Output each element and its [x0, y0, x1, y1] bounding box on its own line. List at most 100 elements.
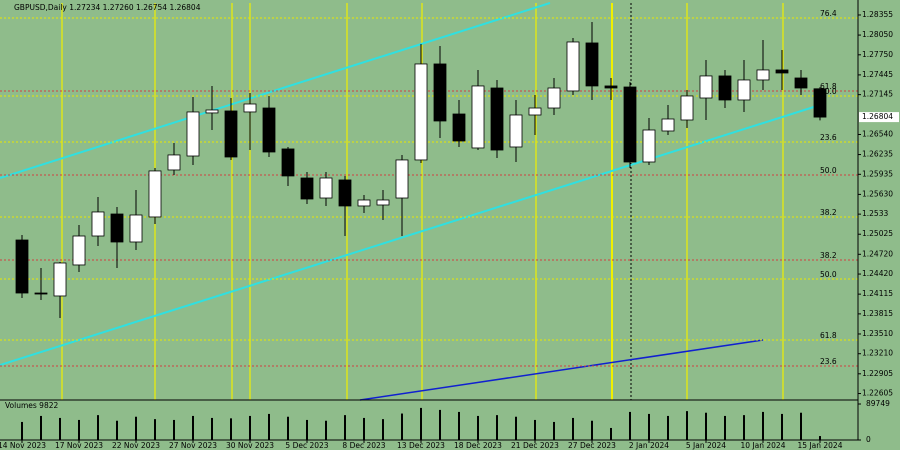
x-tick-label: 5 Jan 2024 [686, 441, 726, 450]
candle-body [110, 213, 124, 243]
candle-body [148, 170, 162, 218]
candle-body [813, 88, 827, 118]
x-tick-label: 13 Dec 2023 [397, 441, 445, 450]
chart-title: GBPUSD,Daily 1.27234 1.27260 1.26754 1.2… [14, 3, 201, 12]
candle-body [452, 113, 466, 142]
y-tick-label: 1.25630 [862, 189, 893, 198]
candle-body [775, 69, 789, 74]
x-tick-label: 27 Dec 2023 [568, 441, 616, 450]
candle-body [547, 87, 561, 109]
fib-label: 23.6 [820, 357, 837, 366]
y-tick-label: 1.23815 [862, 309, 893, 318]
fib-label: 76.4 [820, 9, 837, 18]
candle-body [338, 179, 352, 207]
x-tick-label: 5 Dec 2023 [285, 441, 328, 450]
candle-body [224, 110, 238, 158]
candle-body [72, 235, 86, 266]
candle-body [395, 159, 409, 199]
candle-body [699, 75, 713, 99]
candle-body [566, 41, 580, 92]
candle-body [528, 107, 542, 116]
y-tick-label: 1.26235 [862, 150, 893, 159]
x-tick-label: 30 Nov 2023 [226, 441, 274, 450]
y-tick-label: 1.25025 [862, 229, 893, 238]
candle-body [281, 148, 295, 177]
fib-label: 38.2 [820, 251, 837, 260]
y-tick-label: 1.22605 [862, 389, 893, 398]
y-tick-label: 1.22905 [862, 369, 893, 378]
x-tick-label: 21 Dec 2023 [511, 441, 559, 450]
y-tick-label: 1.2533 [862, 209, 888, 218]
y-tick-label: 1.28355 [862, 10, 893, 19]
last-price-box [859, 112, 899, 123]
candle-body [604, 85, 618, 89]
candle-body [794, 77, 808, 89]
candle-body [167, 154, 181, 171]
last-price-label: 1.26804 [862, 112, 893, 121]
candle-body [585, 42, 599, 87]
candle-body [718, 75, 732, 101]
fib-label: 61.8 [820, 82, 837, 91]
y-tick-label: 1.23510 [862, 329, 893, 338]
x-tick-label: 8 Dec 2023 [342, 441, 385, 450]
candle-body [433, 63, 447, 122]
candle-body [376, 199, 390, 206]
candle-body [91, 211, 105, 237]
x-tick-label: 14 Nov 2023 [0, 441, 46, 450]
x-tick-label: 10 Jan 2024 [741, 441, 786, 450]
candle-body [300, 177, 314, 200]
y-tick-label: 1.24420 [862, 269, 893, 278]
y-tick-label: 1.25935 [862, 169, 893, 178]
candle-body [680, 95, 694, 121]
candle-body [15, 239, 29, 294]
x-tick-label: 18 Dec 2023 [454, 441, 502, 450]
candle-body [34, 292, 48, 295]
candle-body [129, 214, 143, 243]
candle-body [319, 177, 333, 199]
candle-body [642, 129, 656, 163]
candle-body [414, 63, 428, 161]
candle-body [756, 69, 770, 81]
x-tick-label: 15 Jan 2024 [798, 441, 843, 450]
y-tick-label: 1.27445 [862, 70, 893, 79]
volume-tick-label: 0 [866, 435, 871, 444]
fib-label: 50.0 [820, 87, 837, 96]
volume-tick-label: 89749 [866, 399, 890, 408]
candle-body [357, 199, 371, 207]
trend-lines [0, 2, 821, 401]
candle-body [186, 111, 200, 157]
y-tick-label: 1.27750 [862, 50, 893, 59]
x-tick-label: 22 Nov 2023 [112, 441, 160, 450]
fib-label: 50.0 [820, 270, 837, 279]
axes: 1.28355 1.28050 1.27750 1.27445 1.27145 1.265… [0, 10, 899, 450]
candle-body [205, 109, 219, 114]
candle-body [53, 262, 67, 297]
y-tick-label: 1.24720 [862, 249, 893, 258]
candle-body [471, 85, 485, 149]
fib-label: 38.2 [820, 208, 837, 217]
candle-body [243, 103, 257, 113]
y-tick-label: 1.28050 [862, 30, 893, 39]
volume-title: Volumes 9822 [5, 401, 59, 410]
candle-body [509, 114, 523, 148]
y-tick-label: 1.24115 [862, 289, 893, 298]
candle-body [262, 107, 276, 153]
x-tick-label: 17 Nov 2023 [55, 441, 103, 450]
fib-levels: 76.461.850.023.650.038.238.250.061.823.6 [0, 9, 858, 367]
y-tick-label: 1.27145 [862, 90, 893, 99]
fib-label: 61.8 [820, 331, 837, 340]
x-tick-label: 27 Nov 2023 [169, 441, 217, 450]
candle-body [623, 86, 637, 163]
y-tick-label: 1.23210 [862, 349, 893, 358]
fib-label: 23.6 [820, 133, 837, 142]
y-tick-label: 1.26540 [862, 129, 893, 138]
fib-label: 50.0 [820, 166, 837, 175]
candle-body [737, 79, 751, 101]
candles [15, 21, 827, 318]
x-tick-label: 2 Jan 2024 [629, 441, 669, 450]
candle-body [661, 118, 675, 132]
candle-body [490, 87, 504, 151]
volume-pane: 89749 0 [21, 399, 890, 444]
